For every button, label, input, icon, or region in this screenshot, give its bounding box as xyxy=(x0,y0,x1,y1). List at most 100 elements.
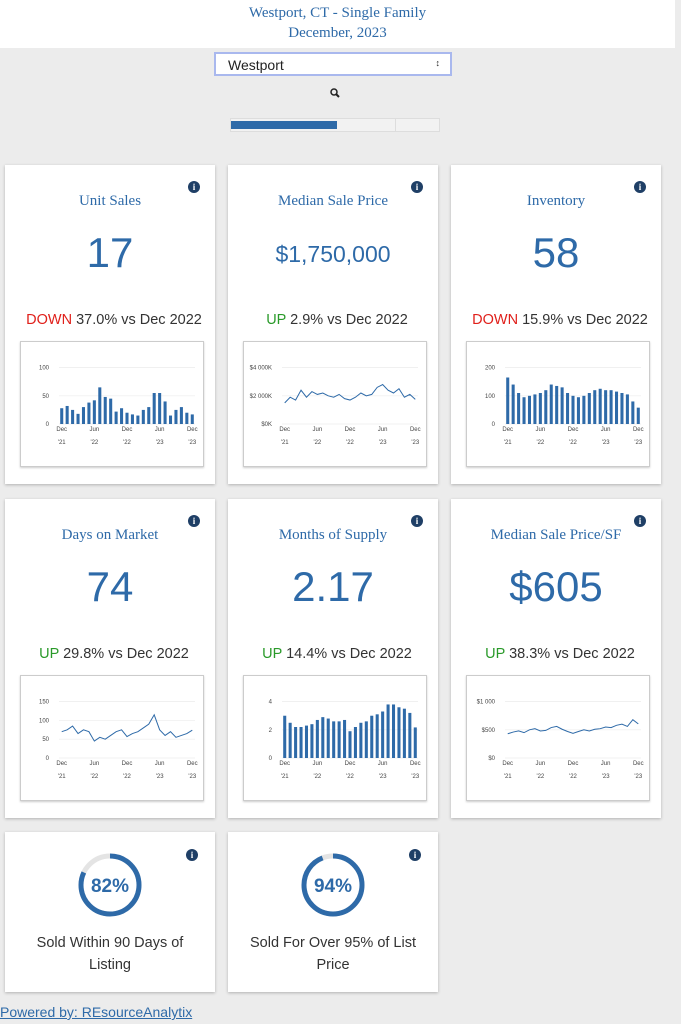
bar xyxy=(299,727,303,758)
x-tick-month: Dec xyxy=(122,761,133,767)
bar xyxy=(402,708,406,758)
progress-fill xyxy=(231,121,337,129)
bar xyxy=(174,409,178,424)
card-change: DOWN 15.9% vs Dec 2022 xyxy=(451,312,669,328)
x-tick-year: '22 xyxy=(313,774,321,780)
bar xyxy=(76,413,80,424)
x-tick-year: '23 xyxy=(379,774,387,780)
bar xyxy=(81,407,86,424)
info-icon: i xyxy=(634,181,646,193)
x-tick-month: Dec xyxy=(345,427,356,433)
bar xyxy=(359,722,363,758)
x-tick-year: '22 xyxy=(536,440,544,446)
x-tick-month: Jun xyxy=(536,761,546,767)
select-value: Westport xyxy=(228,57,284,73)
x-tick-month: Dec xyxy=(187,761,198,767)
x-tick-year: '21 xyxy=(504,774,512,780)
y-tick-label: 0 xyxy=(46,756,50,762)
y-tick-label: 50 xyxy=(42,737,49,743)
search-icon[interactable] xyxy=(329,87,341,99)
card-change: UP 14.4% vs Dec 2022 xyxy=(228,646,446,662)
card-title: Months of Supply xyxy=(278,527,388,543)
x-tick-month: Dec xyxy=(345,761,356,767)
card-title: Median Sale Price xyxy=(278,193,388,209)
bar xyxy=(566,393,570,424)
bar xyxy=(533,394,537,424)
change-text: 15.9% vs Dec 2022 xyxy=(522,312,648,328)
bar xyxy=(391,704,396,758)
card-value: $605 xyxy=(509,563,603,610)
x-tick-month: Jun xyxy=(155,761,165,767)
chart-box: 0 100 200 Dec '21 Jun '22 Dec '22 Jun '23 Dec '23 xyxy=(466,341,650,467)
subtitle: December, 2023 xyxy=(288,25,387,41)
x-tick-year: '21 xyxy=(504,440,512,446)
y-tick-label: $500 xyxy=(482,728,496,734)
bar xyxy=(571,395,575,424)
bar xyxy=(179,407,183,424)
card-title: Inventory xyxy=(526,193,586,209)
y-tick-label: $0 xyxy=(488,756,495,762)
bar xyxy=(364,721,368,758)
x-tick-month: Jun xyxy=(536,427,546,433)
x-tick-month: Dec xyxy=(410,761,421,767)
x-tick-year: '21 xyxy=(58,774,66,780)
x-tick-month: Jun xyxy=(155,427,165,433)
x-tick-month: Jun xyxy=(313,427,323,433)
gauge: 82% xyxy=(78,853,142,917)
change-text: 38.3% vs Dec 2022 xyxy=(509,646,635,662)
bar xyxy=(60,408,64,424)
bar xyxy=(386,704,390,758)
bar xyxy=(381,711,385,758)
chart-box: 0 50 100 Dec '21 Jun '22 Dec '22 Jun '23 Dec '23 xyxy=(20,341,204,467)
mini-chart: 0 100 200 Dec '21 Jun '22 Dec '22 Jun '23 Dec '23 xyxy=(485,366,644,446)
bar xyxy=(604,390,608,424)
bar xyxy=(582,395,586,424)
mini-chart: 0 50 100 Dec '21 Jun '22 Dec '22 Jun '23 Dec '23 xyxy=(39,366,198,446)
bar xyxy=(522,397,526,424)
x-tick-year: '22 xyxy=(536,774,544,780)
gauge: 94% xyxy=(301,853,365,917)
card-value: 58 xyxy=(532,229,580,276)
x-tick-year: '21 xyxy=(281,440,289,446)
bar xyxy=(310,724,314,758)
x-tick-month: Dec xyxy=(502,427,513,433)
gauge-value: 82% xyxy=(91,876,129,897)
y-tick-label: $4 000K xyxy=(250,366,272,372)
card-title: Median Sale Price/SF xyxy=(490,527,622,543)
y-tick-label: 100 xyxy=(39,718,50,724)
x-tick-month: Dec xyxy=(568,761,579,767)
x-tick-year: '23 xyxy=(188,774,196,780)
bar xyxy=(141,409,145,424)
bar xyxy=(506,377,510,424)
x-tick-year: '22 xyxy=(313,440,321,446)
gauge-card: i 94% Sold For Over 95% of List Price xyxy=(228,832,438,992)
bar xyxy=(549,384,553,424)
mini-chart: $0 $500 $1 000 Dec '21 Jun '22 Dec '22 Jun '23 Dec '… xyxy=(477,700,644,780)
info-icon: i xyxy=(411,181,423,193)
x-tick-month: Dec xyxy=(633,761,644,767)
bar xyxy=(631,401,635,424)
change-direction: DOWN xyxy=(26,312,73,328)
bar xyxy=(544,390,548,424)
bar xyxy=(408,712,412,758)
location-select[interactable]: Westport ↕ xyxy=(214,52,452,76)
x-tick-year: '22 xyxy=(90,774,98,780)
chart-box: 0 50 100 150 Dec '21 Jun '22 Dec '22 Jun '23 Dec '23 xyxy=(20,675,204,801)
bar xyxy=(375,714,379,758)
bar xyxy=(168,415,173,424)
bar xyxy=(598,388,602,424)
footer-link[interactable]: Powered by: REsourceAnalytix xyxy=(0,1004,193,1020)
bar xyxy=(620,393,624,424)
bar xyxy=(332,721,336,758)
card-title: Days on Market xyxy=(61,527,159,543)
card-title: Unit Sales xyxy=(78,193,142,209)
gauge-arc xyxy=(78,853,142,917)
info-icon: i xyxy=(411,515,423,527)
gauge-label: Sold Within 90 Days of Listing xyxy=(36,935,184,973)
x-tick-year: '23 xyxy=(634,440,642,446)
gauge-label: Sold For Over 95% of List Price xyxy=(249,935,416,973)
select-arrow: ↕ xyxy=(435,58,441,68)
bar xyxy=(527,395,532,424)
x-tick-year: '22 xyxy=(569,774,577,780)
